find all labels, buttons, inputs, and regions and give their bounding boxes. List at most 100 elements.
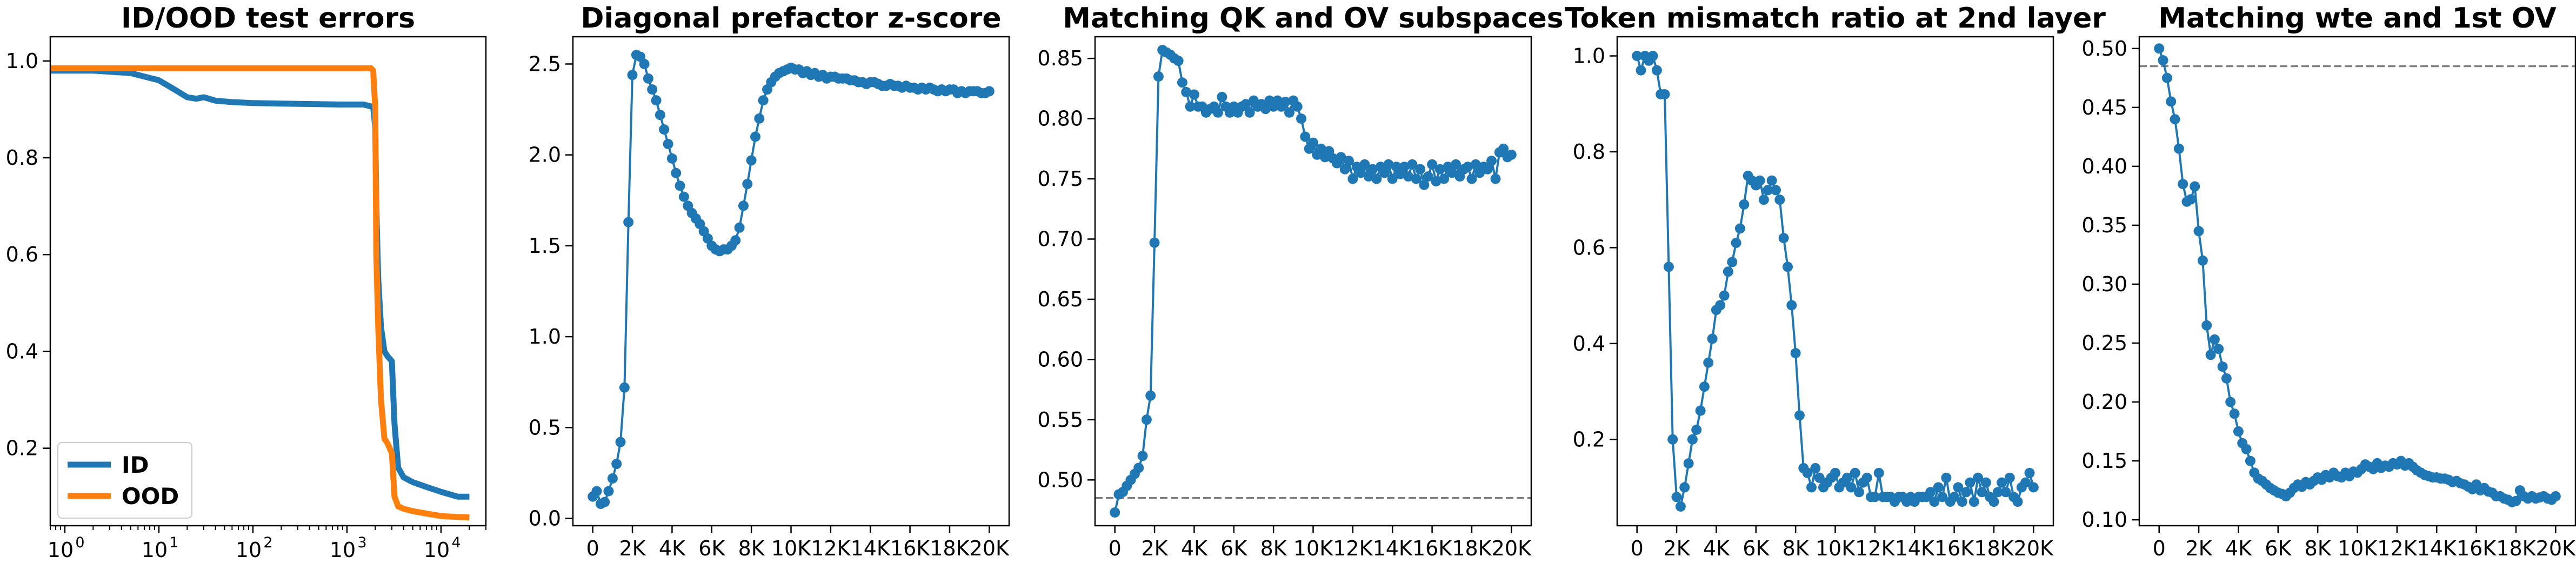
data-point: [1687, 434, 1698, 445]
x-tick-label: 10: [236, 538, 262, 562]
data-point: [1790, 348, 1801, 359]
data-point: [2190, 181, 2200, 192]
x-tick-label: 14K: [1895, 537, 1935, 560]
data-point: [1387, 173, 1398, 184]
x-tick-label: 0: [2153, 537, 2166, 560]
data-point: [1145, 390, 1156, 401]
data-point: [1854, 487, 1864, 498]
data-point: [2161, 72, 2172, 83]
data-point: [1339, 164, 1350, 175]
data-point: [1953, 482, 1964, 493]
data-point: [2550, 491, 2561, 501]
subplot-diagonal-prefactor-z-score: Diagonal prefactor z-score 0 2K 4K 6K 8K 10K 12…: [529, 2, 1010, 560]
x-tick-label: 0: [1631, 537, 1644, 560]
data-point: [619, 382, 630, 393]
y-tick-label: 0.55: [1037, 408, 1083, 432]
data-point: [1399, 162, 1410, 172]
data-point: [2193, 226, 2204, 237]
x-tick-label: 14K: [1373, 537, 1413, 560]
y-tick-label: 0.70: [1037, 227, 1083, 251]
data-point: [2000, 487, 2011, 498]
y-tick-label: 1.0: [6, 49, 38, 73]
y-tick-label: 0.20: [2081, 390, 2127, 414]
data-point: [1671, 492, 1682, 502]
data-point: [1439, 173, 1450, 184]
data-point: [1933, 482, 1944, 493]
data-point: [1367, 164, 1378, 175]
data-point: [1731, 238, 1741, 248]
data-point: [1284, 107, 1294, 118]
data-point: [2004, 472, 2015, 483]
data-point: [1695, 405, 1706, 416]
x-tick-label: 8K: [1260, 537, 1287, 560]
data-point: [663, 139, 673, 149]
data-point: [1260, 104, 1271, 115]
y-tick-label: 0.2: [6, 437, 38, 460]
data-point: [1292, 101, 1303, 112]
y-tick-label: 0.25: [2081, 331, 2127, 355]
y-tick-label: 0.4: [1573, 332, 1605, 356]
data-point: [1973, 472, 1984, 483]
data-point: [1667, 434, 1678, 445]
x-tick-label: 12K: [811, 537, 851, 560]
data-point: [1965, 477, 1976, 488]
data-point: [1308, 137, 1318, 148]
x-tick-label: 18K: [930, 537, 970, 560]
data-point: [2209, 334, 2220, 345]
data-point: [1336, 152, 1346, 163]
y-tick-label: 0.6: [1573, 236, 1605, 259]
data-point: [1766, 175, 1777, 186]
data-point: [599, 497, 610, 507]
data-point: [1830, 467, 1840, 478]
data-point: [1850, 467, 1860, 478]
data-point: [1778, 233, 1789, 244]
x-tick-label: 18K: [2496, 537, 2536, 560]
x-tick-label: 8K: [1783, 537, 1810, 560]
data-point: [1949, 492, 1960, 502]
data-point: [1636, 65, 1646, 76]
y-tick-label: 2.5: [529, 52, 561, 76]
x-tick-label: 4K: [1181, 537, 1208, 560]
data-point: [1632, 51, 1643, 61]
y-tick-label: 0.60: [1037, 347, 1083, 371]
x-tick-label: 2K: [2185, 537, 2212, 560]
data-point: [1403, 171, 1414, 182]
data-point: [1110, 507, 1120, 518]
data-point: [1873, 467, 1884, 478]
data-point: [2020, 477, 2031, 488]
data-point: [1763, 185, 1773, 196]
y-tick-label: 0.8: [1573, 140, 1605, 164]
data-point: [1957, 497, 1967, 507]
legend: ID OOD: [57, 442, 192, 519]
x-tick-exponent: 2: [263, 534, 272, 551]
data-point: [1451, 159, 1461, 170]
data-point: [1719, 290, 1730, 301]
x-tick-label: 6K: [2265, 537, 2292, 560]
data-point: [1149, 237, 1160, 248]
data-point: [1490, 173, 1501, 184]
x-tick-label: 6K: [1743, 537, 1770, 560]
y-tick-label: 0.6: [6, 243, 38, 266]
data-point: [984, 86, 995, 97]
y-tick-label: 0.8: [6, 146, 38, 170]
data-point: [2173, 143, 2184, 154]
data-point: [1663, 261, 1674, 272]
data-point: [643, 73, 653, 84]
data-point: [1498, 143, 1509, 154]
data-point: [758, 95, 769, 106]
data-point: [1925, 487, 1936, 498]
data-point: [2201, 320, 2212, 331]
x-tick-label: 6K: [1220, 537, 1247, 560]
y-tick-label: 0.2: [1573, 427, 1605, 451]
x-tick-label: 18K: [1974, 537, 2014, 560]
data-point: [1415, 164, 1426, 175]
data-point: [1842, 472, 1852, 483]
data-point: [2166, 96, 2177, 107]
y-tick-label: 2.0: [529, 143, 561, 167]
x-tick-label: 18K: [1452, 537, 1492, 560]
data-point: [1941, 472, 1952, 483]
x-tick-label: 16K: [890, 537, 930, 560]
data-point: [2217, 361, 2228, 372]
